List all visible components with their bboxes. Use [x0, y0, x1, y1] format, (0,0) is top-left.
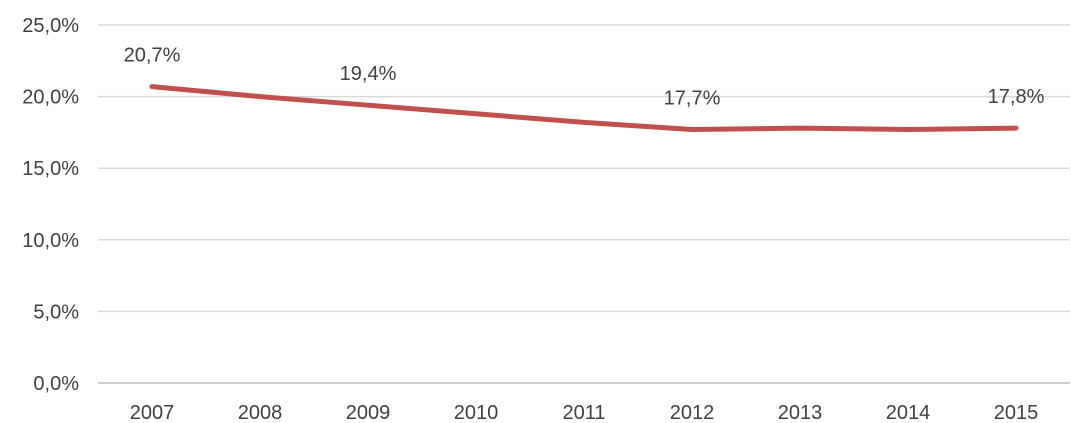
series-line-group	[149, 84, 1019, 133]
y-axis-tick-labels: 0,0% 5,0% 10,0% 15,0% 20,0% 25,0%	[22, 15, 79, 395]
x-tick-label: 2007	[130, 402, 175, 423]
data-label: 19,4%	[340, 63, 397, 85]
x-tick-label: 2009	[346, 402, 391, 423]
y-tick-label: 25,0%	[22, 15, 79, 37]
data-labels: 20,7% 19,4% 17,7% 17,8%	[124, 45, 1045, 110]
x-axis-tick-labels: 2007 2008 2009 2010 2011 2012 2013 2014 2015	[130, 402, 1039, 423]
x-tick-label: 2012	[670, 402, 715, 423]
y-tick-label: 5,0%	[33, 301, 79, 323]
y-tick-label: 0,0%	[33, 373, 79, 395]
x-tick-label: 2008	[238, 402, 283, 423]
x-tick-label: 2014	[886, 402, 931, 423]
x-tick-label: 2011	[562, 402, 605, 423]
data-label: 17,7%	[664, 88, 721, 110]
y-tick-label: 20,0%	[22, 87, 79, 109]
x-tick-label: 2013	[778, 402, 823, 423]
y-tick-label: 10,0%	[22, 230, 79, 252]
data-label: 17,8%	[988, 86, 1045, 108]
x-tick-label: 2010	[454, 402, 499, 423]
gridlines	[98, 24, 1070, 384]
y-tick-label: 15,0%	[22, 158, 79, 180]
x-tick-label: 2015	[994, 402, 1039, 423]
series-line	[149, 84, 1019, 133]
data-label: 20,7%	[124, 45, 181, 67]
